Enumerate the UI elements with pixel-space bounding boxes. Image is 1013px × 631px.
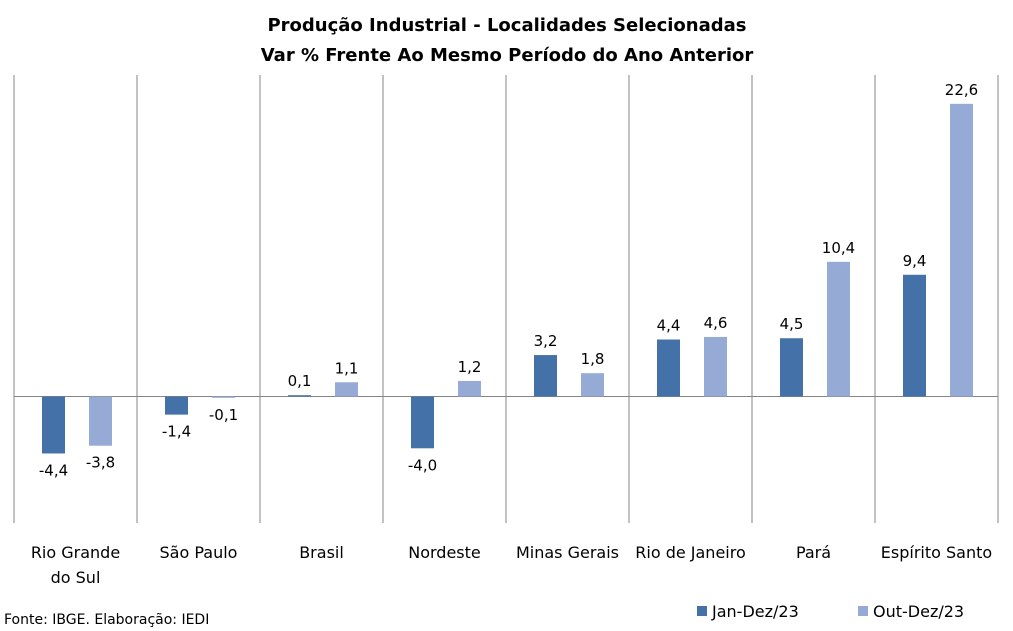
category-label: Pará — [796, 543, 831, 562]
plot-area: -4,4 -1,4 0,1 -4,0 3,2 4,4 4,5 9,4 -3,8 -0,1 1,1 1,… — [13, 75, 999, 587]
bar-out-dez — [89, 396, 112, 446]
category-label: Brasil — [299, 543, 344, 562]
bar-out-dez — [335, 382, 358, 397]
source-note: Fonte: IBGE. Elaboração: IEDI — [4, 612, 209, 628]
data-label: -3,8 — [86, 454, 115, 472]
data-label: 3,2 — [534, 332, 558, 350]
legend: Jan-Dez/23 Out-Dez/23 — [697, 602, 964, 621]
legend-swatch — [858, 606, 868, 616]
chart-title-line-1: Produção Industrial - Localidades Seleci… — [267, 15, 746, 36]
category-label: Nordeste — [408, 543, 481, 562]
data-label: 4,6 — [704, 314, 728, 332]
category-label: do Sul — [51, 568, 101, 587]
bar-out-dez — [704, 336, 727, 397]
data-label: 10,4 — [822, 239, 855, 257]
category-label: Rio Grande — [31, 543, 120, 562]
bar-out-dez — [581, 373, 604, 397]
bar-jan-dez — [657, 339, 680, 397]
data-label: 4,5 — [780, 315, 804, 333]
bar-jan-dez — [42, 396, 65, 454]
data-label: -0,1 — [209, 406, 238, 424]
legend-swatch — [697, 606, 707, 616]
bar-jan-dez — [780, 338, 803, 397]
data-label: 22,6 — [945, 81, 978, 99]
bar-out-dez — [827, 261, 850, 397]
data-label: -1,4 — [162, 423, 191, 441]
bar-jan-dez — [165, 396, 188, 415]
legend-label: Out-Dez/23 — [873, 602, 964, 621]
data-label: -4,4 — [39, 461, 68, 479]
bar-out-dez — [212, 396, 235, 398]
bar-jan-dez — [903, 274, 926, 397]
bar-jan-dez — [411, 396, 434, 449]
bar-out-dez — [950, 103, 973, 397]
data-label: -4,0 — [408, 456, 437, 474]
category-label: Rio de Janeiro — [635, 543, 746, 562]
category-label: Espírito Santo — [881, 543, 992, 562]
category-label: Minas Gerais — [516, 543, 619, 562]
data-label: 0,1 — [288, 372, 312, 390]
data-label: 4,4 — [657, 317, 681, 335]
bar-jan-dez — [288, 395, 311, 397]
bar-out-dez — [458, 380, 481, 397]
legend-label: Jan-Dez/23 — [711, 602, 799, 621]
data-label: 1,1 — [335, 359, 359, 377]
bar-jan-dez — [534, 355, 557, 397]
data-label: 9,4 — [903, 252, 927, 270]
data-label: 1,8 — [581, 350, 605, 368]
data-label: 1,2 — [458, 358, 482, 376]
category-label: São Paulo — [160, 543, 238, 562]
chart-title-line-2: Var % Frente Ao Mesmo Período do Ano Ant… — [261, 45, 754, 66]
